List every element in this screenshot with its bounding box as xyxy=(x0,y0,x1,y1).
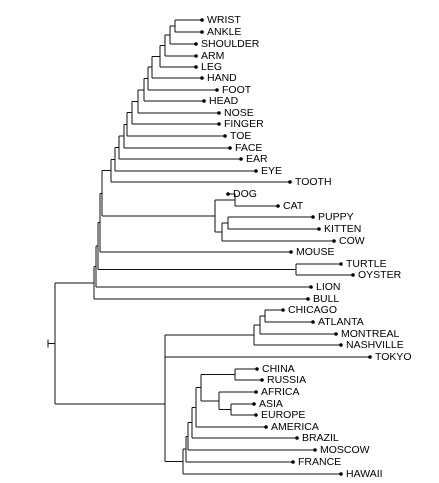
leaf-marker xyxy=(239,157,243,161)
leaf-marker xyxy=(309,285,313,289)
leaf-label: EUROPE xyxy=(261,409,305,421)
leaf-label: TOKYO xyxy=(375,351,412,363)
leaf-marker xyxy=(200,76,204,80)
leaf-label: HAWAII xyxy=(346,468,383,480)
leaf-label: LEG xyxy=(201,61,222,73)
leaf-marker xyxy=(281,308,285,312)
leaf-label: HEAD xyxy=(209,95,239,107)
leaf-label: ASIA xyxy=(259,398,283,410)
leaf-label: FRANCE xyxy=(298,456,341,468)
leaf-marker xyxy=(194,54,198,58)
leaf-label: BULL xyxy=(313,293,339,305)
leaf-marker xyxy=(311,215,315,219)
leaf-marker xyxy=(264,425,268,429)
leaf-label: MOSCOW xyxy=(320,444,370,456)
leaf-label: ATLANTA xyxy=(318,316,364,328)
leaf-marker xyxy=(228,146,232,150)
leaf-label: AMERICA xyxy=(271,421,319,433)
leaf-label: HAND xyxy=(207,72,237,84)
leaf-marker xyxy=(313,448,317,452)
leaf-marker xyxy=(202,99,206,103)
leaf-label: WRIST xyxy=(207,14,241,26)
leaf-label: TOE xyxy=(230,130,251,142)
leaf-marker xyxy=(254,390,258,394)
dendrogram-branches xyxy=(47,19,370,475)
leaf-marker xyxy=(339,472,343,476)
leaf-label: EYE xyxy=(261,165,282,177)
leaf-label: LION xyxy=(316,281,341,293)
leaf-label: KITTEN xyxy=(324,223,361,235)
leaf-marker xyxy=(351,273,355,277)
leaf-marker xyxy=(295,436,299,440)
leaf-label: FOOT xyxy=(222,84,252,96)
leaf-marker xyxy=(194,42,198,46)
leaf-label: CAT xyxy=(283,200,304,212)
leaf-marker xyxy=(306,297,310,301)
leaf-marker xyxy=(317,227,321,231)
leaf-label: CHICAGO xyxy=(288,304,337,316)
leaf-marker xyxy=(255,367,259,371)
leaf-marker xyxy=(252,402,256,406)
leaf-label: NASHVILLE xyxy=(346,339,404,351)
leaf-marker xyxy=(194,65,198,69)
leaf-label: EAR xyxy=(246,153,268,165)
leaf-marker xyxy=(288,180,292,184)
leaf-marker xyxy=(254,413,258,417)
leaf-marker xyxy=(226,192,230,196)
leaf-label: CHINA xyxy=(262,363,295,375)
leaf-marker xyxy=(215,88,219,92)
leaf-label: SHOULDER xyxy=(201,38,260,50)
leaf-label: BRAZIL xyxy=(302,432,339,444)
leaf-label: MONTREAL xyxy=(341,328,400,340)
leaf-label: TURTLE xyxy=(346,258,387,270)
leaf-label: ANKLE xyxy=(207,26,241,38)
leaf-label: FINGER xyxy=(224,118,264,130)
leaf-marker xyxy=(368,355,372,359)
leaf-label: COW xyxy=(339,235,365,247)
leaf-marker xyxy=(200,30,204,34)
leaf-marker xyxy=(289,250,293,254)
leaf-marker xyxy=(291,460,295,464)
leaf-label: FACE xyxy=(235,142,262,154)
leaf-label: RUSSIA xyxy=(267,374,306,386)
leaf-marker xyxy=(311,320,315,324)
leaf-label: OYSTER xyxy=(358,269,402,281)
leaf-marker xyxy=(332,239,336,243)
leaf-label: TOOTH xyxy=(295,176,332,188)
leaf-label: AFRICA xyxy=(261,386,300,398)
dendrogram-leaves: WRISTANKLESHOULDERARMLEGHANDFOOTHEADNOSE… xyxy=(194,14,412,480)
leaf-marker xyxy=(254,169,258,173)
leaf-label: DOG xyxy=(233,188,257,200)
leaf-marker xyxy=(276,204,280,208)
leaf-marker xyxy=(223,134,227,138)
leaf-label: ARM xyxy=(201,50,224,62)
leaf-marker xyxy=(200,18,204,22)
leaf-label: PUPPY xyxy=(318,211,354,223)
leaf-marker xyxy=(339,262,343,266)
leaf-marker xyxy=(339,343,343,347)
leaf-label: MOUSE xyxy=(296,246,335,258)
leaf-marker xyxy=(334,332,338,336)
leaf-marker xyxy=(217,122,221,126)
leaf-marker xyxy=(217,111,221,115)
leaf-label: NOSE xyxy=(224,107,254,119)
leaf-marker xyxy=(260,378,264,382)
